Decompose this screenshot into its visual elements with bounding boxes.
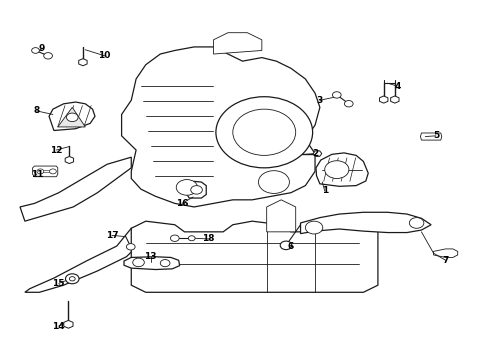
Circle shape [190,186,202,194]
Circle shape [408,218,423,228]
Text: 18: 18 [202,235,214,243]
Text: 11: 11 [30,170,43,180]
Text: 17: 17 [106,231,118,240]
Text: 2: 2 [311,149,318,158]
Polygon shape [433,249,457,257]
Circle shape [66,113,78,122]
Polygon shape [266,200,295,232]
Circle shape [65,274,79,284]
Circle shape [232,109,295,155]
Text: 12: 12 [50,146,62,155]
Circle shape [37,169,44,174]
Text: 13: 13 [144,252,156,261]
Text: 4: 4 [393,81,400,91]
Polygon shape [58,107,85,127]
Circle shape [126,243,135,250]
Text: 10: 10 [98,51,111,60]
Circle shape [170,235,179,241]
Polygon shape [420,133,441,140]
Circle shape [49,169,56,174]
Circle shape [324,161,348,178]
Text: 7: 7 [441,256,448,265]
Polygon shape [25,228,146,292]
Circle shape [160,260,169,267]
Text: 8: 8 [34,106,40,115]
Text: 9: 9 [39,44,45,53]
Polygon shape [300,212,430,233]
Polygon shape [316,153,367,186]
Polygon shape [32,166,58,177]
Circle shape [31,47,39,53]
Circle shape [280,241,291,250]
Circle shape [332,92,340,98]
Polygon shape [49,102,95,131]
Circle shape [305,221,322,234]
Circle shape [188,236,195,241]
Circle shape [344,101,352,107]
Text: 15: 15 [52,279,65,288]
Text: 5: 5 [432,131,438,140]
Text: 3: 3 [316,96,322,105]
Circle shape [176,180,197,195]
Text: 6: 6 [287,242,293,251]
Text: 1: 1 [321,186,327,195]
Circle shape [44,52,52,59]
Circle shape [215,97,312,168]
Polygon shape [20,157,131,221]
Polygon shape [121,47,319,207]
Polygon shape [124,257,179,270]
Circle shape [258,171,289,193]
Polygon shape [185,181,206,198]
Circle shape [69,277,75,281]
Polygon shape [131,214,377,292]
Polygon shape [213,33,261,54]
Text: 14: 14 [52,322,65,331]
Circle shape [133,258,144,267]
Text: 16: 16 [175,199,188,208]
